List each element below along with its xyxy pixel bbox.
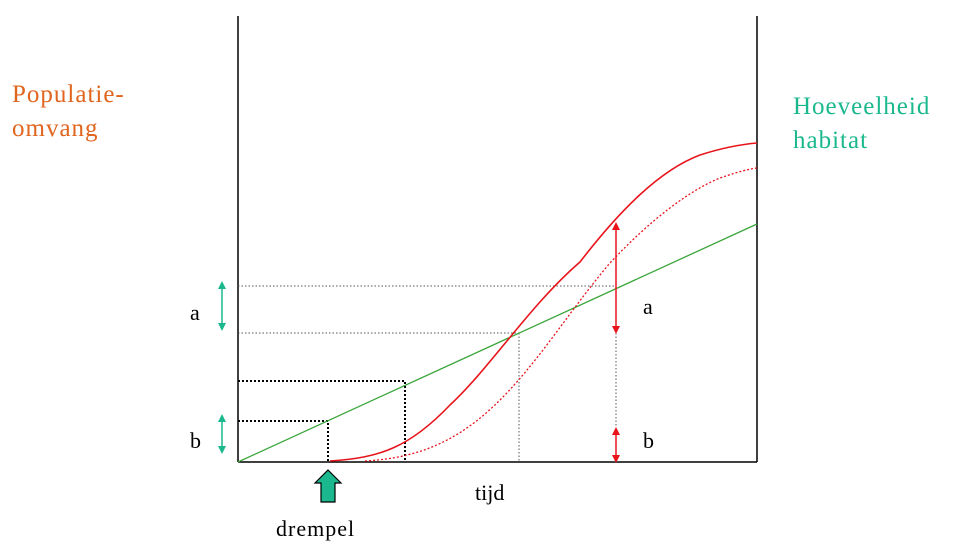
- population-axis-label-line2: omvang: [12, 115, 99, 142]
- label-a-right: a: [643, 294, 653, 319]
- population-axis-label-line1: Populatie-: [12, 81, 125, 108]
- threshold-label: drempel: [276, 516, 356, 541]
- habitat-axis-label-line2: habitat: [793, 127, 869, 154]
- habitat-axis-label-line1: Hoeveelheid: [793, 93, 931, 120]
- up-arrow-icon: [313, 469, 343, 503]
- label-b-left: b: [190, 428, 201, 453]
- population-curve: [329, 142, 758, 462]
- threshold-box-large: [238, 380, 406, 462]
- habitat-axis-label: Hoeveelheid habitat: [793, 90, 930, 158]
- population-curve-delayed: [364, 167, 758, 462]
- label-a-left: a: [190, 300, 200, 325]
- habitat-line: [237, 223, 758, 463]
- population-axis-label: Populatie- omvang: [12, 78, 125, 146]
- label-b-right: b: [643, 428, 654, 453]
- time-axis-label: tijd: [475, 480, 505, 505]
